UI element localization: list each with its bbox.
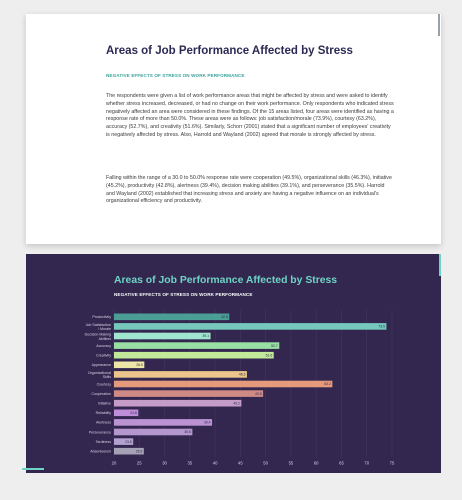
category-label: Productivity bbox=[92, 315, 111, 319]
card-title: Areas of Job Performance Affected by Str… bbox=[106, 45, 353, 57]
bar bbox=[114, 409, 139, 417]
x-tick-label: 55 bbox=[289, 461, 294, 466]
data-label: 52.7 bbox=[271, 344, 278, 348]
x-tick-label: 30 bbox=[162, 461, 167, 466]
x-tick-label: 65 bbox=[339, 461, 344, 466]
category-label: Creativity bbox=[96, 354, 111, 358]
bar bbox=[114, 447, 144, 455]
x-tick-label: 25 bbox=[137, 461, 142, 466]
data-label: 49.5 bbox=[255, 392, 262, 396]
category-label: Decision Making Abilities bbox=[85, 333, 112, 341]
category-label: Reliability bbox=[96, 411, 112, 415]
data-label: 25.9 bbox=[136, 449, 143, 453]
category-label: Job Satisfaction / Morale bbox=[86, 323, 111, 331]
summary-card: Areas of Job Performance Affected by Str… bbox=[26, 14, 441, 244]
bar-chart: 20 25 30 35 40 45 50 55 60 65 70 75 Productivity 42.8… bbox=[85, 310, 395, 466]
category-label: Tardiness bbox=[96, 440, 112, 444]
card-paragraph-1: The respondents were given a list of wor… bbox=[106, 93, 394, 138]
data-label: 24.8 bbox=[130, 411, 137, 415]
chart-subtitle: NEGATIVE EFFECTS OF STRESS ON WORK PERFO… bbox=[114, 292, 253, 297]
data-label: 35.5 bbox=[184, 430, 191, 434]
data-label: 46.3 bbox=[239, 373, 246, 377]
panel-accent-line bbox=[439, 254, 441, 276]
x-tick-label: 50 bbox=[263, 461, 268, 466]
bar bbox=[114, 390, 264, 397]
bar bbox=[114, 361, 145, 369]
card-accent-line bbox=[438, 14, 440, 36]
bar bbox=[114, 428, 193, 436]
bar bbox=[114, 371, 247, 378]
data-label: 51.6 bbox=[266, 353, 273, 357]
chart-title: Areas of Job Performance Affected by Str… bbox=[114, 275, 338, 286]
category-label: Perseverance bbox=[89, 430, 111, 434]
bar bbox=[114, 399, 242, 407]
data-label: 73.9 bbox=[378, 325, 385, 329]
x-tick-label: 40 bbox=[213, 461, 218, 466]
bar bbox=[114, 419, 213, 426]
category-label: Absenteeism bbox=[90, 450, 111, 454]
category-label: Appearance bbox=[92, 363, 111, 367]
data-label: 42.8 bbox=[221, 315, 228, 319]
bar bbox=[114, 313, 230, 321]
category-label: Initiative bbox=[98, 402, 111, 406]
bar bbox=[114, 332, 211, 340]
data-label: 26.0 bbox=[136, 363, 143, 367]
category-label: Courtesy bbox=[97, 382, 112, 386]
x-tick-label: 20 bbox=[112, 461, 117, 466]
card-paragraph-2: Falling within the range of a 30.0 to 50… bbox=[106, 175, 392, 205]
data-label: 39.4 bbox=[204, 421, 211, 425]
x-tick-label: 75 bbox=[390, 461, 395, 466]
bar bbox=[114, 380, 333, 388]
card-subtitle: NEGATIVE EFFECTS OF STRESS ON WORK PERFO… bbox=[106, 73, 245, 78]
bar bbox=[114, 351, 274, 359]
category-label: Organizational Skills bbox=[88, 371, 111, 379]
bar bbox=[114, 438, 134, 445]
x-tick-label: 60 bbox=[314, 461, 319, 466]
category-label: Alertness bbox=[96, 421, 111, 425]
chart-panel: Areas of Job Performance Affected by Str… bbox=[22, 254, 441, 473]
bar bbox=[114, 323, 387, 330]
data-label: 63.2 bbox=[324, 382, 331, 386]
x-tick-label: 45 bbox=[238, 461, 243, 466]
x-tick-label: 70 bbox=[364, 461, 369, 466]
category-label: Accuracy bbox=[96, 344, 111, 348]
category-label: Cooperation bbox=[91, 392, 111, 396]
panel-corner-accent bbox=[22, 468, 44, 470]
data-label: 23.8 bbox=[125, 440, 132, 444]
data-label: 39.1 bbox=[202, 334, 209, 338]
data-label: 45.2 bbox=[233, 401, 240, 405]
bar bbox=[114, 342, 280, 349]
x-tick-label: 35 bbox=[187, 461, 192, 466]
